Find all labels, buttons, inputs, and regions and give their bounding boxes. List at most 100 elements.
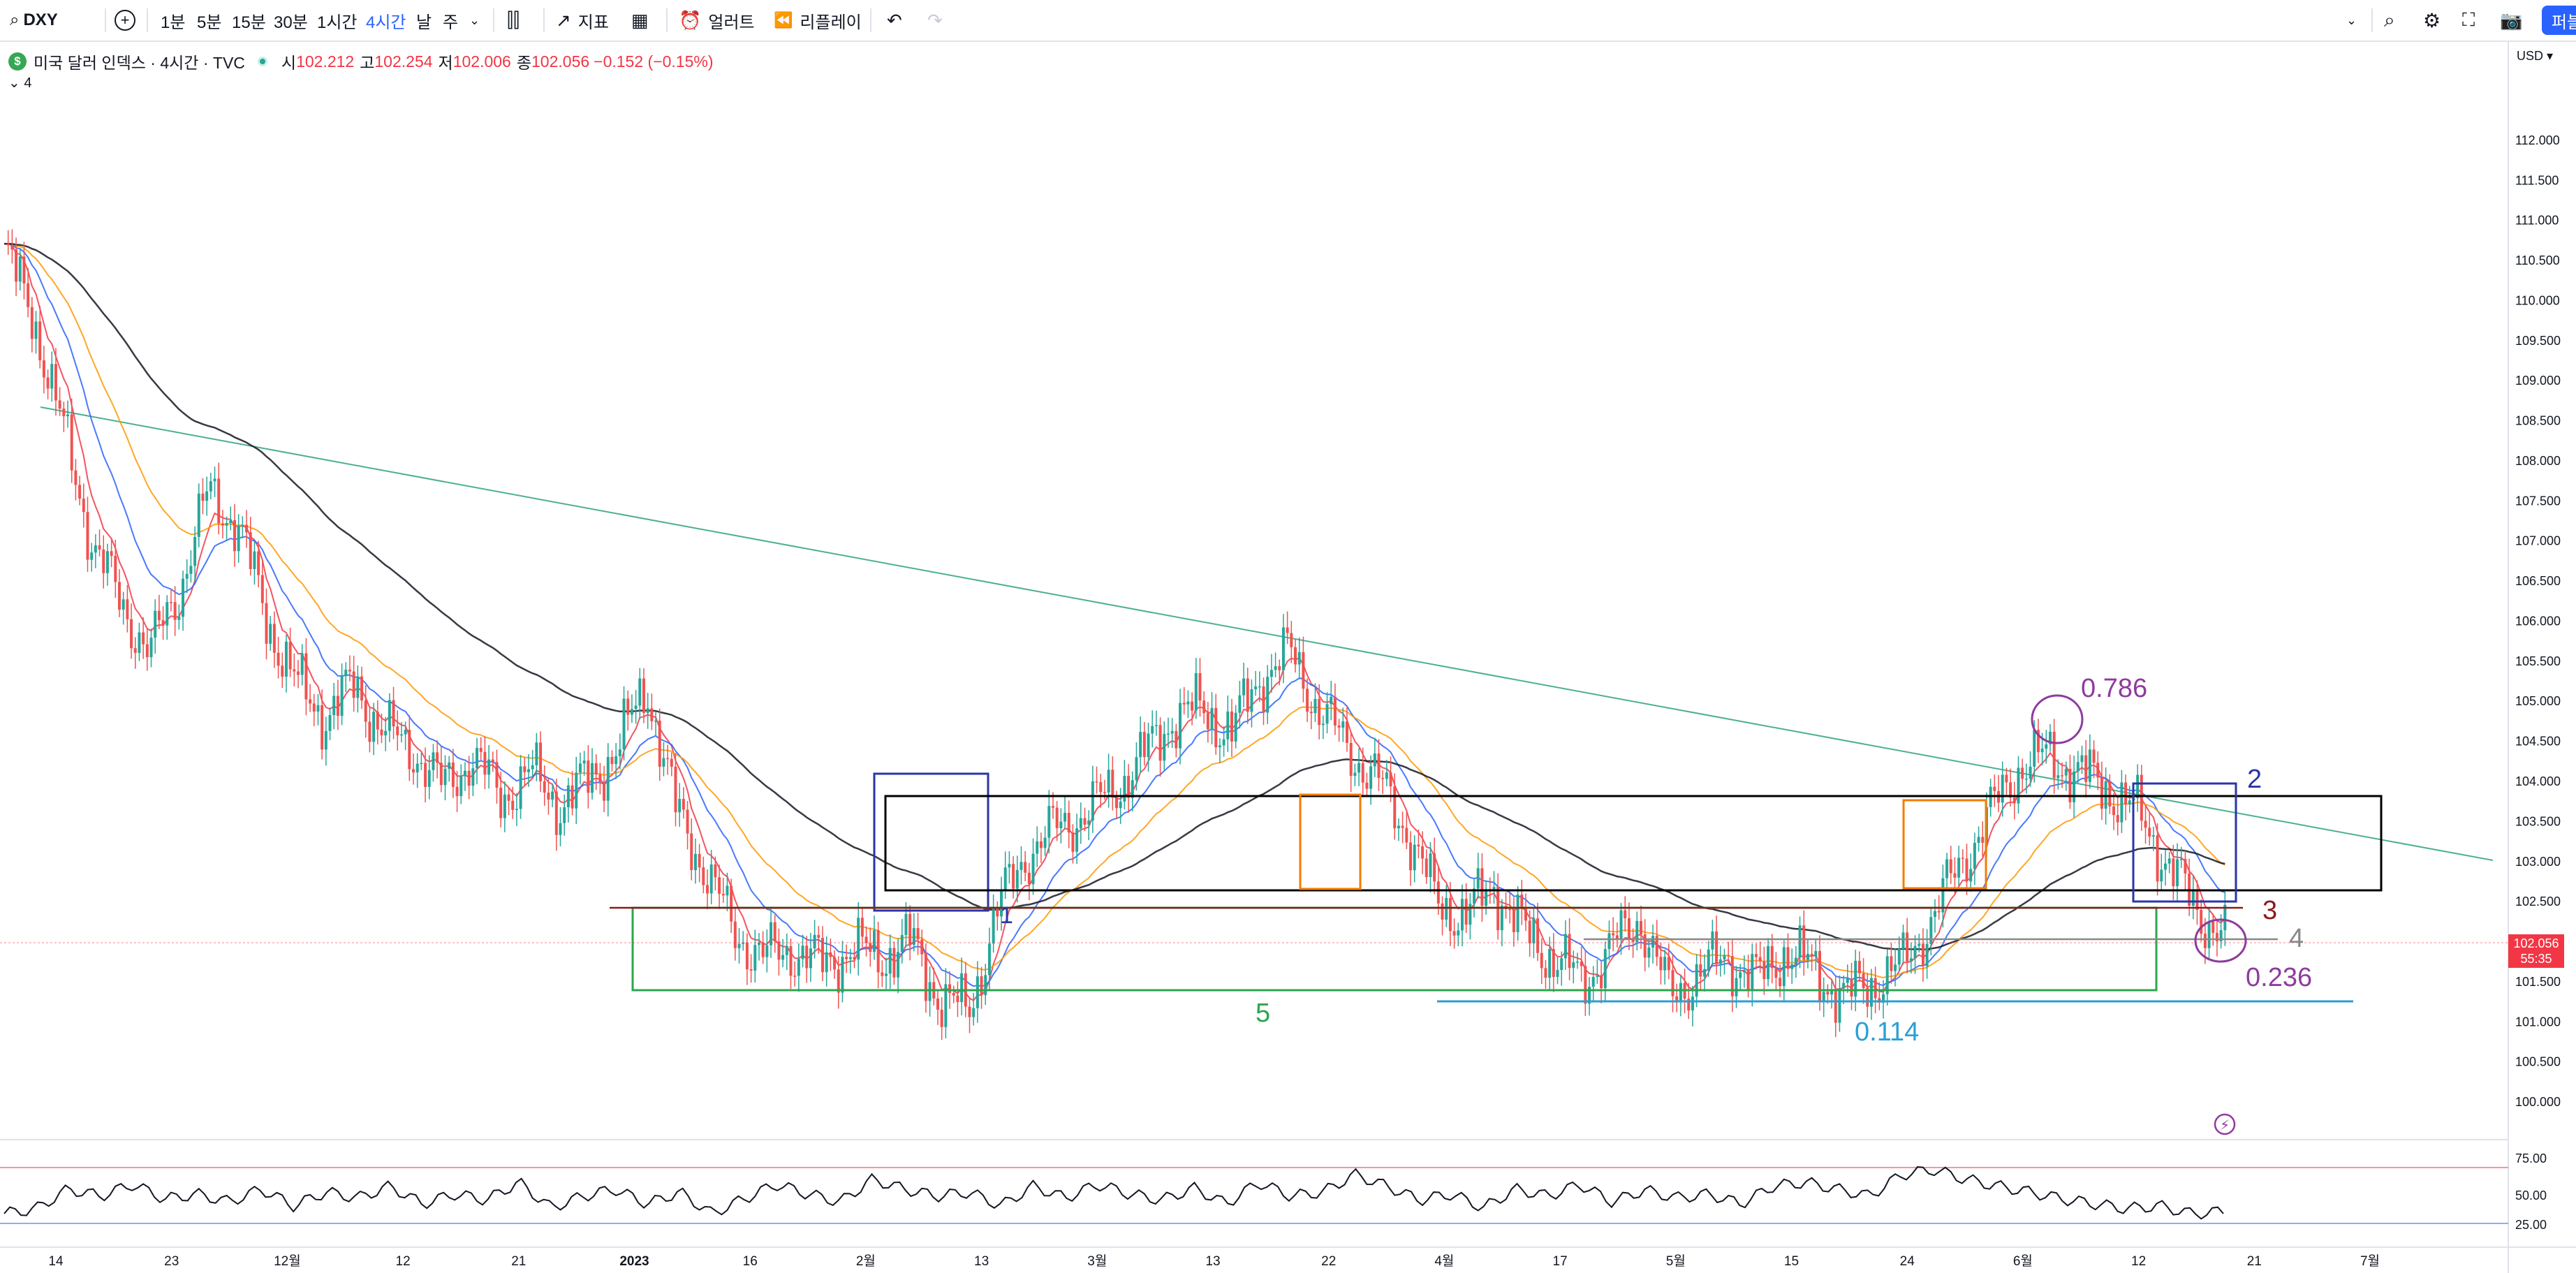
candle-body (693, 853, 697, 870)
candle-body (1441, 903, 1444, 920)
candle-body (650, 708, 654, 721)
indicators-button[interactable]: ↗ 지표 (556, 9, 609, 32)
lightning-icon[interactable]: ⚡ (2214, 1113, 2236, 1135)
candle-body (1758, 957, 1762, 962)
candle-body (284, 641, 288, 677)
layouts-button[interactable]: ▦ (631, 0, 649, 41)
chart-type-button[interactable]: ⫿⫿ (507, 0, 520, 41)
candle-body (448, 762, 451, 769)
candle-body (1111, 770, 1114, 798)
interval-week[interactable]: 주 (443, 13, 459, 32)
interval-1m[interactable]: 1분 (161, 13, 186, 32)
candle-body (892, 948, 896, 978)
candle-body (1091, 781, 1094, 821)
candle-body (321, 705, 324, 750)
descending-trendline[interactable] (40, 406, 2494, 861)
candle-body (1476, 868, 1480, 889)
candle-body (821, 938, 824, 973)
publish-button[interactable]: 퍼블 (2542, 6, 2576, 35)
interval-4h[interactable]: 4시간 (366, 13, 406, 32)
candle-body (1333, 696, 1337, 726)
candle-body (674, 766, 677, 813)
candle-body (1485, 889, 1488, 906)
candle-body (1230, 711, 1233, 742)
candle-body (1890, 956, 1893, 971)
candle-body (1210, 707, 1214, 730)
candle-body (1929, 917, 1933, 944)
interval-1h[interactable]: 1시간 (317, 13, 358, 32)
price-tick-label: 110.000 (2515, 293, 2560, 307)
label-line-4: 4 (2289, 924, 2304, 953)
candle-body (309, 699, 312, 704)
indicator-toggle[interactable]: ⌄ 4 (8, 74, 31, 91)
price-tick-label: 101.500 (2515, 975, 2561, 989)
circle-0-786[interactable] (2031, 694, 2084, 744)
time-tick-label: 13 (1205, 1254, 1220, 1269)
box-2[interactable] (2132, 782, 2237, 903)
candle-body (1715, 931, 1718, 964)
quick-search-button[interactable]: ⌕ (2384, 0, 2395, 41)
candle-body (1452, 931, 1456, 936)
candle-body (1612, 933, 1615, 936)
candle-body (336, 696, 339, 716)
candle-body (646, 708, 649, 713)
candle-body (360, 676, 364, 701)
undo-button[interactable]: ↶ (887, 0, 902, 41)
layout-dropdown[interactable]: ⌄ (2346, 0, 2357, 41)
candle-body (2211, 921, 2215, 934)
interval-day[interactable]: 날 (416, 13, 432, 32)
candle-body (225, 522, 228, 526)
time-tick-label: 2월 (856, 1253, 876, 1269)
box-black-range[interactable] (884, 795, 2383, 892)
candle-body (721, 894, 725, 896)
candle-body (1854, 960, 1857, 997)
candle-body (495, 762, 499, 788)
interval-15m[interactable]: 15분 (232, 13, 266, 32)
candle-body (297, 671, 300, 675)
candle-body (1937, 911, 1941, 913)
candle-body (1365, 782, 1369, 789)
candle-body (1667, 957, 1670, 971)
candle-body (2151, 835, 2155, 837)
candle-body (249, 532, 252, 569)
last-price-badge: 102.056 55:35 (2508, 934, 2564, 968)
candle-body (976, 976, 979, 1008)
currency-selector[interactable]: USD ▾ (2517, 49, 2554, 63)
candle-body (348, 670, 351, 672)
symbol-label: DXY (23, 10, 58, 29)
candle-body (1921, 943, 1924, 966)
candle-body (817, 934, 820, 939)
fullscreen-button[interactable]: ⛶ (2462, 0, 2475, 41)
add-symbol-button[interactable]: + (115, 0, 135, 41)
candle-body (392, 700, 395, 727)
price-tick-label: 102.500 (2515, 895, 2561, 908)
box-orange-1[interactable] (1299, 793, 1362, 890)
settings-button[interactable]: ⚙ (2423, 0, 2441, 41)
snapshot-button[interactable]: 📷 (2500, 0, 2522, 41)
candle-body (1591, 976, 1595, 987)
candle-body (603, 781, 606, 801)
candle-body (154, 610, 157, 638)
interval-dropdown[interactable]: ⌄ (469, 0, 480, 41)
alert-button[interactable]: ⏰ 얼러트 (679, 9, 755, 32)
candle-body (1627, 918, 1631, 940)
symbol-search[interactable]: ⌕ DXY (10, 0, 58, 41)
candle-body (1043, 837, 1047, 848)
candle-body (1941, 878, 1945, 913)
candle-body (177, 617, 181, 620)
candle-body (221, 523, 224, 526)
box-1[interactable] (873, 772, 989, 912)
candle-body (1782, 947, 1786, 987)
interval-5m[interactable]: 5분 (197, 13, 222, 32)
price-tick-label: 103.000 (2515, 855, 2561, 869)
redo-button[interactable]: ↷ (927, 0, 943, 41)
interval-30m[interactable]: 30분 (274, 13, 308, 32)
candle-body (1353, 772, 1357, 777)
replay-button[interactable]: ⏪ 리플레이 (774, 11, 862, 32)
candle-body (539, 742, 543, 781)
circle-0-236[interactable] (2194, 918, 2247, 963)
candle-body (2195, 890, 2199, 911)
box-orange-2[interactable] (1902, 799, 1987, 890)
candle-body (1572, 962, 1575, 969)
price-chart[interactable]: 112.000 111.500 111.000 110.500 110.000 109.5… (0, 42, 2576, 1273)
